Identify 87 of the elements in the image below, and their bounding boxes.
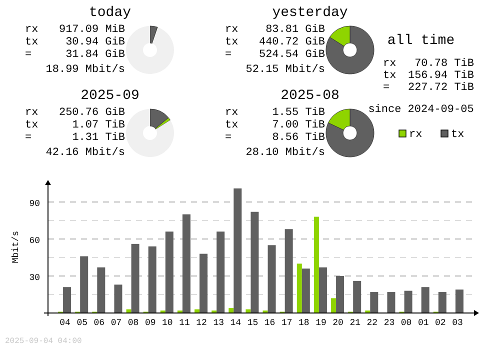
y-tick-label: 60 — [29, 236, 40, 246]
bar — [200, 254, 208, 313]
bar — [302, 268, 310, 313]
donut-slice — [126, 26, 174, 74]
text: 28.10 Mbit/s — [246, 147, 325, 159]
y-axis-title: Mbit/s — [11, 230, 21, 264]
x-tick-label: 01 — [418, 318, 429, 328]
text: = 31.84 GiB — [25, 49, 125, 61]
bar — [63, 287, 72, 313]
x-tick-label: 18 — [298, 318, 310, 328]
bar — [234, 188, 242, 313]
legend-label: tx — [451, 129, 465, 141]
text: rx 917.09 MiB — [25, 24, 125, 36]
bar — [284, 229, 293, 313]
bar — [387, 292, 396, 313]
x-tick-label: 07 — [110, 318, 122, 328]
text: = 524.54 GiB — [225, 49, 325, 61]
text: rx 1.55 TiB — [225, 107, 325, 119]
x-tick-label: 08 — [128, 318, 139, 328]
bar — [314, 216, 319, 313]
bar — [228, 308, 234, 313]
text: 42.16 Mbit/s — [46, 147, 125, 159]
bar — [216, 232, 225, 313]
x-tick-label: 19 — [316, 318, 326, 328]
text: tx 30.94 GiB — [25, 36, 125, 48]
y-tick-label: 90 — [29, 198, 40, 209]
x-tick-label: 13 — [213, 318, 224, 328]
donut-slice — [326, 26, 374, 74]
x-tick-label: 15 — [247, 318, 258, 328]
text: rx 250.76 GiB — [25, 107, 125, 119]
chart-title: 2025-08 — [280, 88, 340, 104]
chart-title: 2025-09 — [80, 88, 140, 104]
chart-title: yesterday — [272, 5, 348, 21]
bar — [131, 244, 140, 313]
x-tick-label: 05 — [76, 318, 88, 328]
text: tx 7.00 TiB — [225, 120, 325, 132]
x-tick-label: 17 — [281, 318, 292, 328]
text: since 2024-09-05 — [368, 104, 474, 116]
bar — [148, 246, 156, 313]
x-tick-label: 03 — [452, 318, 463, 328]
x-tick-label: 21 — [350, 318, 360, 328]
x-tick-label: 11 — [179, 318, 190, 328]
x-tick-label: 23 — [384, 318, 395, 328]
bar — [455, 290, 464, 313]
x-tick-label: 09 — [144, 318, 156, 328]
text: 52.15 Mbit/s — [246, 64, 325, 76]
bar — [165, 232, 174, 313]
text: tx 440.72 GiB — [225, 36, 325, 48]
x-tick-label: 14 — [230, 318, 242, 328]
x-tick-label: 04 — [60, 318, 70, 328]
text: = 8.56 TiB — [225, 132, 325, 144]
text: rx 83.81 GiB — [225, 24, 325, 36]
x-tick-label: 16 — [264, 318, 276, 328]
bar — [318, 267, 327, 313]
text: 18.99 Mbit/s — [46, 64, 125, 76]
x-tick-label: 10 — [162, 318, 173, 328]
text: rx 70.78 TiB — [383, 58, 474, 70]
x-tick-label: 22 — [366, 318, 378, 328]
bar — [114, 284, 122, 313]
legend-label: rx — [409, 129, 423, 141]
text: = 227.72 TiB — [383, 82, 474, 94]
bar — [353, 280, 362, 313]
text: all time — [387, 33, 455, 49]
bar — [438, 292, 446, 313]
bar — [296, 264, 302, 313]
x-tick-label: 02 — [435, 318, 446, 328]
chart-title: today — [88, 5, 132, 21]
bar — [336, 276, 344, 313]
text: = 1.31 TiB — [25, 132, 125, 144]
x-tick-label: 06 — [94, 318, 105, 328]
donut-slice — [150, 108, 169, 129]
bar — [404, 290, 412, 313]
bar — [97, 267, 106, 313]
bar — [331, 298, 336, 313]
bar — [268, 245, 276, 313]
bar — [182, 214, 190, 313]
bar — [80, 256, 88, 313]
x-tick-label: 12 — [196, 318, 207, 328]
donut-slice — [126, 109, 174, 157]
x-tick-label: 00 — [400, 318, 412, 328]
bar — [370, 292, 378, 313]
text: tx 156.94 TiB — [383, 70, 474, 82]
x-tick-label: 20 — [332, 318, 344, 328]
y-tick-label: 30 — [29, 272, 40, 283]
text: tx 1.07 TiB — [25, 120, 125, 132]
bar — [250, 212, 259, 313]
bar — [421, 287, 430, 313]
